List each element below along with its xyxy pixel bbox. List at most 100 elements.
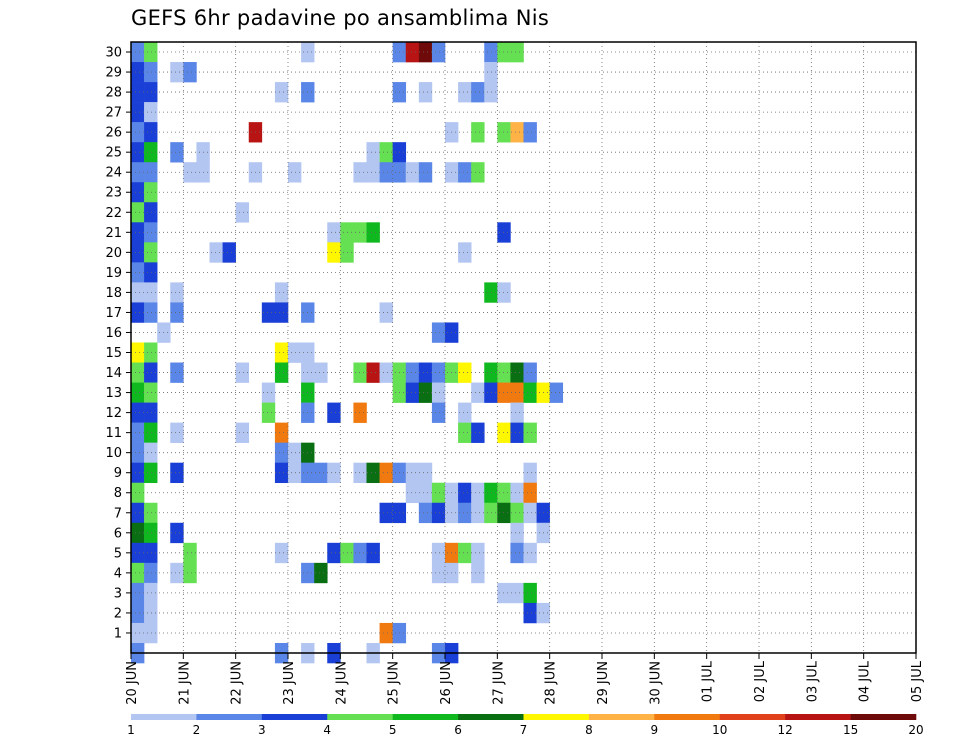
heatmap-cell <box>484 62 498 83</box>
heatmap-cell <box>327 242 341 263</box>
heatmap-cell <box>131 482 145 504</box>
heatmap-cell <box>523 602 537 624</box>
heatmap-cell <box>353 542 367 564</box>
heatmap-cell <box>458 82 472 103</box>
heatmap-cell <box>170 62 184 83</box>
heatmap-cell <box>458 502 472 524</box>
heatmap-cell <box>497 382 511 403</box>
y-tick-label: 15 <box>105 346 122 361</box>
heatmap-cell <box>497 42 511 63</box>
heatmap-cell <box>261 302 276 323</box>
heatmap-cell <box>131 342 145 363</box>
x-tick-label: 22 JUN <box>230 661 245 705</box>
heatmap-cell <box>353 362 367 383</box>
heatmap-cell <box>170 142 184 163</box>
heatmap-cell <box>471 542 485 564</box>
heatmap-cell <box>510 122 524 143</box>
heatmap-cell <box>144 462 158 484</box>
colorbar-label: 20 <box>908 723 923 737</box>
heatmap-cell <box>418 382 433 403</box>
colorbar-label: 9 <box>651 723 659 737</box>
heatmap-cell <box>379 622 393 644</box>
heatmap-cell <box>144 562 158 584</box>
heatmap-cell <box>144 222 158 243</box>
heatmap-cell <box>431 562 446 584</box>
heatmap-cell <box>471 122 485 143</box>
heatmap-cell <box>523 122 537 143</box>
heatmap-cell <box>353 162 367 183</box>
heatmap-cell <box>510 362 524 383</box>
heatmap-cell <box>131 302 145 323</box>
heatmap-cell <box>523 482 537 504</box>
colorbar-swatch <box>131 714 197 720</box>
heatmap-cell <box>131 562 145 584</box>
y-tick-label: 18 <box>105 286 122 301</box>
colorbar-swatch <box>850 714 917 720</box>
heatmap-cell <box>458 402 472 423</box>
colorbar: 1 2 3 4 5 6 7 8 9 10 12 15 20 <box>127 714 924 737</box>
heatmap-cell <box>261 402 276 423</box>
heatmap-cell <box>131 402 145 423</box>
heatmap-cell <box>484 282 498 303</box>
x-tick-label: 30 JUN <box>648 661 663 705</box>
y-tick-label: 17 <box>105 306 122 321</box>
colorbar-label: 2 <box>193 723 201 737</box>
heatmap-cell <box>379 162 393 183</box>
heatmap-cell <box>497 222 511 243</box>
heatmap-cell <box>327 462 341 484</box>
y-tick-label: 27 <box>105 106 122 121</box>
colorbar-label: 1 <box>127 723 135 737</box>
heatmap-cell <box>471 562 485 584</box>
x-tick-label: 27 JUN <box>491 661 506 705</box>
x-tick-label: 03 JUL <box>805 660 820 702</box>
heatmap-cell <box>144 282 158 303</box>
heatmap-cell <box>144 302 158 323</box>
y-tick-label: 13 <box>105 386 122 401</box>
heatmap-cell <box>497 422 511 443</box>
plot-frame <box>130 41 917 654</box>
heatmap-cell <box>510 422 524 443</box>
y-tick-label: 20 <box>105 246 122 261</box>
colorbar-swatch <box>327 714 393 720</box>
heatmap-cell <box>314 362 328 383</box>
heatmap-cell <box>418 42 433 63</box>
heatmap-cell <box>484 362 498 383</box>
y-tick-label: 28 <box>105 86 122 101</box>
heatmap-cell <box>131 602 145 624</box>
heatmap-cell <box>274 542 289 564</box>
heatmap-cell <box>431 362 446 383</box>
x-tick-label: 02 JUL <box>753 660 768 702</box>
heatmap-cell <box>458 542 472 564</box>
y-tick-label: 8 <box>114 486 122 501</box>
y-tick-label: 7 <box>114 506 122 521</box>
x-tick-label: 04 JUL <box>858 660 873 702</box>
heatmap-cell <box>379 362 393 383</box>
colorbar-swatch <box>196 714 263 720</box>
heatmap-cell <box>379 302 393 323</box>
heatmap-cell <box>431 322 446 343</box>
x-tick-label: 01 JUL <box>701 660 716 702</box>
heatmap-cell <box>144 102 158 123</box>
heatmap-cell <box>458 242 472 263</box>
heatmap-cell <box>288 162 302 183</box>
y-axis: 1234567891011121314151617181920212223242… <box>105 46 131 641</box>
heatmap-cell <box>510 542 524 564</box>
heatmap-cell <box>144 182 158 203</box>
x-tick-label: 05 JUL <box>910 660 925 702</box>
heatmap-cell <box>314 462 328 484</box>
heatmap-cell <box>274 442 289 463</box>
heatmap-cell <box>510 522 524 544</box>
y-tick-label: 2 <box>114 606 122 621</box>
heatmap-cell <box>144 162 158 183</box>
y-tick-label: 4 <box>114 566 122 581</box>
heatmap-cell <box>497 282 511 303</box>
heatmap-cell <box>549 382 564 403</box>
heatmap-cell <box>170 282 184 303</box>
heatmap-cell <box>274 342 289 363</box>
colorbar-label: 3 <box>258 723 266 737</box>
heatmap-cell <box>327 402 341 423</box>
heatmap-cell <box>484 82 498 103</box>
heatmap-cell <box>131 142 145 163</box>
colorbar-label: 4 <box>323 723 331 737</box>
